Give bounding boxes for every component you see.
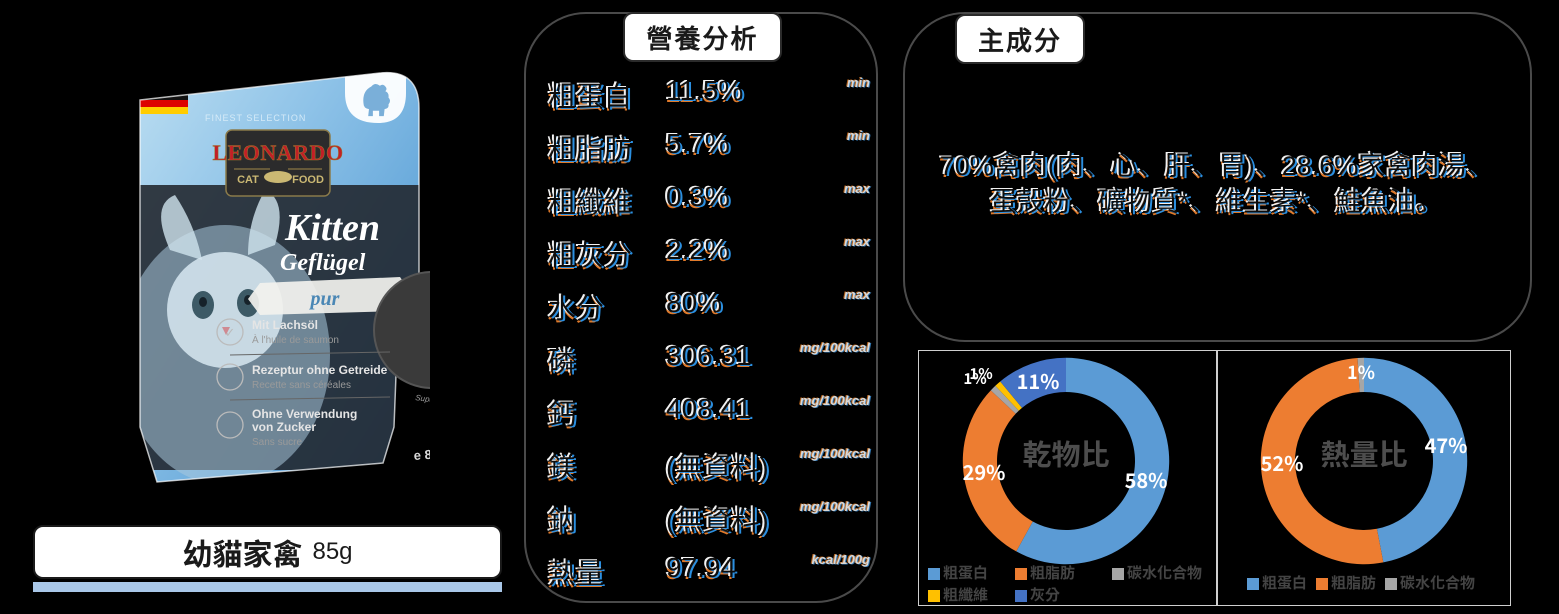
svg-text:Super Premium Quality: Super Premium Quality bbox=[415, 393, 430, 414]
svg-text:Rezeptur ohne Getreide: Rezeptur ohne Getreide bbox=[252, 363, 388, 377]
svg-text:粗脂肪: 粗脂肪 bbox=[1331, 572, 1376, 593]
svg-text:灰分: 灰分 bbox=[1030, 584, 1060, 605]
svg-text:52%: 52% bbox=[1261, 448, 1304, 477]
svg-text:von Zucker: von Zucker bbox=[252, 420, 316, 434]
svg-text:乾物比: 乾物比 bbox=[1022, 432, 1109, 474]
svg-text:À l'huile de saumon: À l'huile de saumon bbox=[252, 333, 339, 346]
svg-text:粗纖維: 粗纖維 bbox=[943, 584, 988, 605]
svg-text:Geflügel: Geflügel bbox=[280, 250, 366, 276]
svg-text:1%: 1% bbox=[1347, 359, 1375, 385]
svg-text:碳水化合物: 碳水化合物 bbox=[1400, 572, 1475, 593]
svg-text:Mit Lachsöl: Mit Lachsöl bbox=[252, 318, 318, 332]
svg-text:Kitten: Kitten bbox=[284, 207, 380, 249]
svg-text:熱量比: 熱量比 bbox=[1320, 432, 1407, 474]
svg-text:FINEST SELECTION: FINEST SELECTION bbox=[205, 113, 306, 123]
svg-text:1%: 1% bbox=[969, 363, 992, 384]
svg-text:✓: ✓ bbox=[225, 325, 236, 340]
svg-text:Ohne Verwendung: Ohne Verwendung bbox=[252, 407, 357, 421]
svg-text:Recette sans céréales: Recette sans céréales bbox=[252, 380, 351, 391]
svg-text:CAT: CAT bbox=[237, 174, 259, 186]
svg-text:粗蛋白: 粗蛋白 bbox=[943, 562, 988, 583]
svg-text:e 85g: e 85g bbox=[413, 446, 430, 463]
svg-text:58%: 58% bbox=[1125, 465, 1168, 494]
svg-text:Sans sucre: Sans sucre bbox=[252, 437, 302, 448]
svg-text:粗蛋白: 粗蛋白 bbox=[1262, 572, 1307, 593]
svg-text:pur: pur bbox=[309, 288, 340, 310]
svg-text:LEONARDO: LEONARDO bbox=[212, 140, 343, 165]
svg-text:FOOD: FOOD bbox=[292, 174, 324, 186]
svg-text:47%: 47% bbox=[1425, 430, 1468, 459]
svg-text:29%: 29% bbox=[963, 457, 1006, 486]
svg-text:碳水化合物: 碳水化合物 bbox=[1127, 562, 1202, 583]
svg-text:粗脂肪: 粗脂肪 bbox=[1030, 562, 1075, 583]
svg-text:11%: 11% bbox=[1017, 366, 1060, 395]
